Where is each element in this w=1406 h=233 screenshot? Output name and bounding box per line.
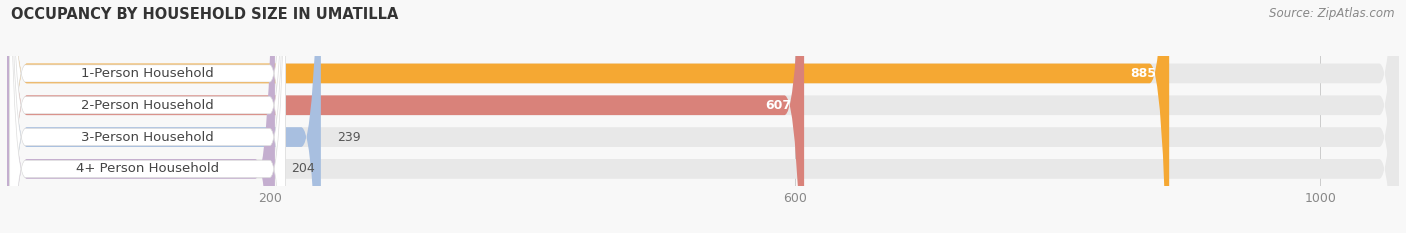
Text: 607: 607	[765, 99, 792, 112]
FancyBboxPatch shape	[7, 0, 1170, 233]
Text: OCCUPANCY BY HOUSEHOLD SIZE IN UMATILLA: OCCUPANCY BY HOUSEHOLD SIZE IN UMATILLA	[11, 7, 399, 22]
FancyBboxPatch shape	[7, 0, 321, 233]
FancyBboxPatch shape	[7, 0, 1399, 233]
Text: 4+ Person Household: 4+ Person Household	[76, 162, 219, 175]
FancyBboxPatch shape	[10, 0, 285, 233]
FancyBboxPatch shape	[7, 0, 1399, 233]
Text: 885: 885	[1130, 67, 1156, 80]
FancyBboxPatch shape	[7, 0, 1399, 233]
FancyBboxPatch shape	[7, 0, 1399, 233]
FancyBboxPatch shape	[7, 0, 276, 233]
Text: 204: 204	[291, 162, 315, 175]
Text: 3-Person Household: 3-Person Household	[82, 130, 214, 144]
FancyBboxPatch shape	[7, 0, 804, 233]
FancyBboxPatch shape	[10, 0, 285, 233]
FancyBboxPatch shape	[10, 0, 285, 233]
Text: 2-Person Household: 2-Person Household	[82, 99, 214, 112]
FancyBboxPatch shape	[10, 0, 285, 233]
Text: 239: 239	[336, 130, 360, 144]
Text: Source: ZipAtlas.com: Source: ZipAtlas.com	[1270, 7, 1395, 20]
Text: 1-Person Household: 1-Person Household	[82, 67, 214, 80]
